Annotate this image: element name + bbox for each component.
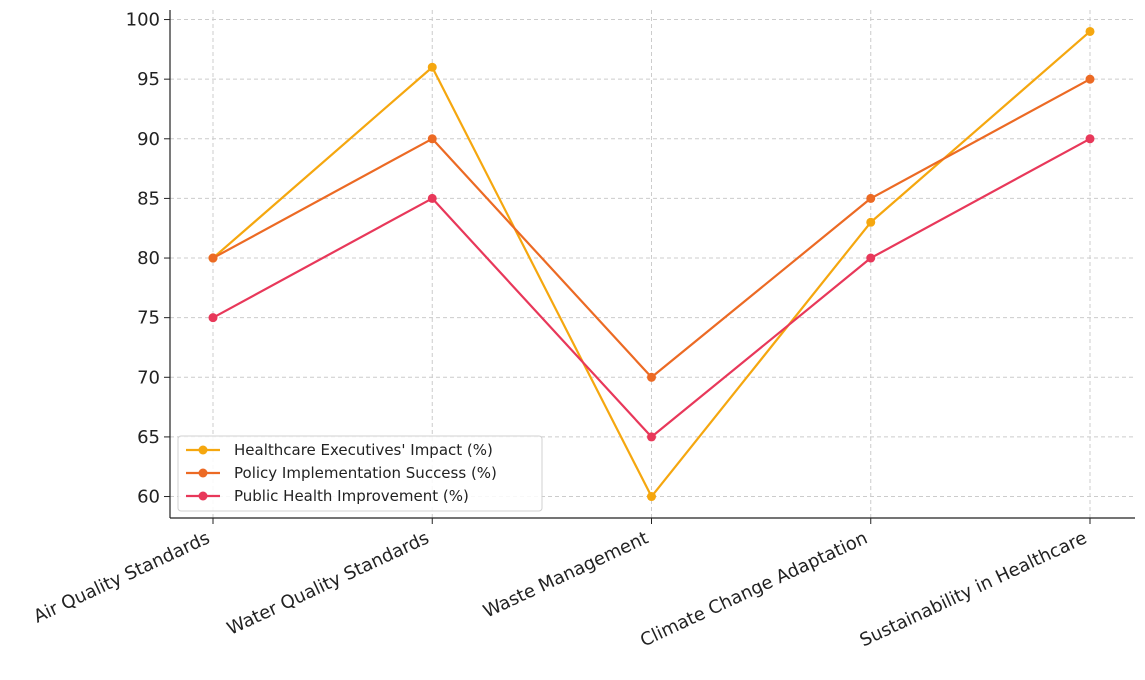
y-tick-label: 65 bbox=[137, 427, 160, 448]
data-point bbox=[1085, 134, 1095, 144]
data-point bbox=[208, 313, 218, 323]
series-line bbox=[212, 137, 1091, 439]
data-point bbox=[1085, 74, 1095, 84]
y-ticks: 60 65 70 75 80 85 90 95 100 bbox=[126, 10, 170, 508]
legend-label: Healthcare Executives' Impact (%) bbox=[234, 441, 493, 459]
data-point bbox=[427, 62, 437, 72]
data-point bbox=[866, 217, 876, 227]
legend-box bbox=[177, 435, 543, 512]
data-point bbox=[647, 492, 656, 502]
y-tick-label: 70 bbox=[137, 367, 160, 388]
data-point bbox=[208, 253, 218, 263]
data-point bbox=[866, 253, 876, 263]
x-tick-label: Waste Management bbox=[480, 527, 652, 622]
data-point bbox=[427, 193, 437, 203]
y-tick-label: 60 bbox=[137, 487, 160, 508]
data-point bbox=[1085, 26, 1095, 36]
legend-marker bbox=[198, 445, 208, 455]
legend-marker bbox=[198, 468, 208, 478]
y-tick-label: 100 bbox=[126, 10, 160, 31]
data-point bbox=[866, 193, 876, 203]
y-tick-label: 95 bbox=[137, 69, 160, 90]
data-point bbox=[647, 372, 656, 382]
x-tick-label: Sustainability in Healthcare bbox=[857, 527, 1090, 651]
grid bbox=[170, 10, 1135, 518]
x-tick-label: Water Quality Standards bbox=[224, 527, 432, 639]
data-point bbox=[647, 432, 656, 442]
x-ticks: Air Quality Standards Water Quality Stand… bbox=[30, 518, 1091, 651]
data-point bbox=[427, 134, 437, 144]
y-tick-label: 90 bbox=[137, 129, 160, 150]
axes bbox=[169, 10, 1135, 519]
y-tick-label: 80 bbox=[137, 248, 160, 269]
x-tick-label: Climate Change Adaptation bbox=[637, 527, 871, 651]
legend: Healthcare Executives' Impact (%) Policy … bbox=[177, 435, 543, 512]
y-tick-label: 75 bbox=[137, 308, 160, 329]
legend-label: Public Health Improvement (%) bbox=[234, 487, 469, 505]
y-tick-label: 85 bbox=[137, 188, 160, 209]
x-tick-label: Air Quality Standards bbox=[30, 527, 213, 627]
legend-label: Policy Implementation Success (%) bbox=[234, 464, 497, 482]
series bbox=[208, 26, 1095, 502]
legend-marker bbox=[198, 491, 208, 501]
